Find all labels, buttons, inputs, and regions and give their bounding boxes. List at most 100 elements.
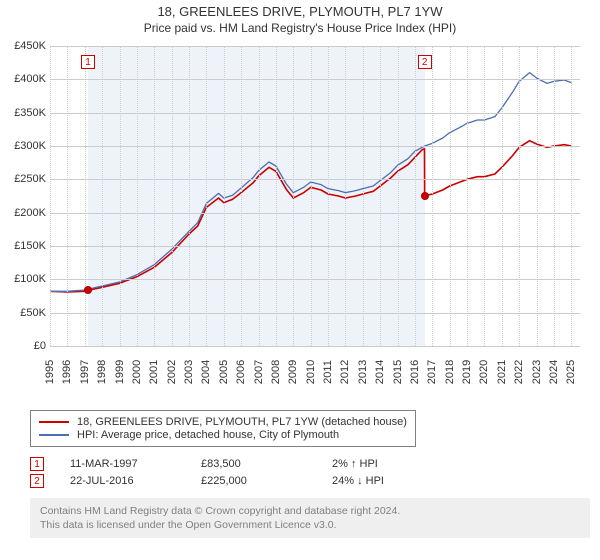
x-axis-label: 2010: [305, 360, 317, 384]
x-axis-label: 2000: [131, 360, 143, 384]
gridline-vertical: [345, 46, 346, 346]
x-axis-label: 1997: [79, 360, 91, 384]
x-axis-label: 2025: [565, 360, 577, 384]
gridline-vertical: [137, 46, 138, 346]
chart-lines: [50, 46, 580, 346]
transaction-price: £225,000: [201, 475, 306, 487]
gridline-horizontal: [50, 246, 580, 247]
gridline-vertical: [311, 46, 312, 346]
x-axis-label: 1998: [96, 360, 108, 384]
price-chart: 12 £0£50K£100K£150K£200K£250K£300K£350K£…: [0, 40, 600, 400]
gridline-vertical: [154, 46, 155, 346]
gridline-vertical: [398, 46, 399, 346]
gridline-horizontal: [50, 79, 580, 80]
transaction-hpi-delta: 24% ↓ HPI: [332, 475, 437, 487]
legend-label: HPI: Average price, detached house, City…: [77, 429, 339, 441]
x-axis-label: 2002: [166, 360, 178, 384]
page-title: 18, GREENLEES DRIVE, PLYMOUTH, PL7 1YW: [0, 4, 600, 19]
page-subtitle: Price paid vs. HM Land Registry's House …: [0, 21, 600, 35]
x-axis-label: 2023: [531, 360, 543, 384]
transaction-row: 1 11-MAR-1997 £83,500 2% ↑ HPI: [30, 457, 590, 471]
chart-footer: 18, GREENLEES DRIVE, PLYMOUTH, PL7 1YW (…: [30, 410, 590, 538]
x-axis-label: 2004: [200, 360, 212, 384]
gridline-horizontal: [50, 279, 580, 280]
y-axis-label: £0: [0, 340, 46, 352]
x-axis-label: 2014: [374, 360, 386, 384]
gridline-vertical: [363, 46, 364, 346]
gridline-vertical: [85, 46, 86, 346]
gridline-vertical: [519, 46, 520, 346]
y-axis-label: £250K: [0, 173, 46, 185]
gridline-vertical: [571, 46, 572, 346]
gridline-vertical: [120, 46, 121, 346]
gridline-vertical: [224, 46, 225, 346]
y-axis-label: £100K: [0, 273, 46, 285]
y-axis-label: £400K: [0, 73, 46, 85]
x-axis-label: 2011: [322, 360, 334, 384]
x-axis-label: 2015: [392, 360, 404, 384]
transaction-label-box: 2: [418, 55, 432, 69]
transaction-row: 2 22-JUL-2016 £225,000 24% ↓ HPI: [30, 474, 590, 488]
gridline-vertical: [241, 46, 242, 346]
gridline-horizontal: [50, 46, 580, 47]
gridline-vertical: [259, 46, 260, 346]
gridline-vertical: [502, 46, 503, 346]
gridline-vertical: [50, 46, 51, 346]
x-axis-label: 1995: [44, 360, 56, 384]
transaction-date: 11-MAR-1997: [70, 458, 175, 470]
legend: 18, GREENLEES DRIVE, PLYMOUTH, PL7 1YW (…: [30, 410, 416, 447]
x-axis-label: 2017: [426, 360, 438, 384]
x-axis-label: 2009: [287, 360, 299, 384]
gridline-vertical: [432, 46, 433, 346]
gridline-vertical: [380, 46, 381, 346]
transaction-date: 22-JUL-2016: [70, 475, 175, 487]
legend-swatch: [39, 434, 69, 436]
gridline-vertical: [206, 46, 207, 346]
gridline-vertical: [67, 46, 68, 346]
x-axis-label: 2003: [183, 360, 195, 384]
gridline-vertical: [467, 46, 468, 346]
gridline-vertical: [415, 46, 416, 346]
y-axis-label: £300K: [0, 140, 46, 152]
attribution-line1: Contains HM Land Registry data © Crown c…: [40, 504, 580, 518]
transactions-table: 1 11-MAR-1997 £83,500 2% ↑ HPI 2 22-JUL-2016 £…: [30, 457, 590, 488]
legend-item: 18, GREENLEES DRIVE, PLYMOUTH, PL7 1YW (…: [39, 416, 407, 428]
gridline-horizontal: [50, 179, 580, 180]
gridline-vertical: [554, 46, 555, 346]
gridline-vertical: [293, 46, 294, 346]
x-axis-label: 2024: [548, 360, 560, 384]
gridline-vertical: [537, 46, 538, 346]
gridline-vertical: [189, 46, 190, 346]
y-axis-label: £200K: [0, 207, 46, 219]
x-axis-label: 2007: [253, 360, 265, 384]
legend-item: HPI: Average price, detached house, City…: [39, 429, 407, 441]
attribution-line2: This data is licensed under the Open Gov…: [40, 518, 580, 532]
transaction-index-box: 2: [30, 474, 44, 488]
x-axis-label: 1999: [114, 360, 126, 384]
gridline-vertical: [276, 46, 277, 346]
transaction-label-box: 1: [81, 55, 95, 69]
x-axis-label: 2018: [444, 360, 456, 384]
gridline-horizontal: [50, 313, 580, 314]
y-axis-label: £350K: [0, 107, 46, 119]
legend-label: 18, GREENLEES DRIVE, PLYMOUTH, PL7 1YW (…: [77, 416, 407, 428]
transaction-dot: [84, 286, 92, 294]
plot-area: 12: [50, 46, 580, 346]
y-axis-label: £150K: [0, 240, 46, 252]
y-axis-label: £50K: [0, 307, 46, 319]
transaction-index-box: 1: [30, 457, 44, 471]
gridline-horizontal: [50, 346, 580, 347]
x-axis-label: 2016: [409, 360, 421, 384]
gridline-vertical: [450, 46, 451, 346]
x-axis-label: 2006: [235, 360, 247, 384]
x-axis-label: 2022: [513, 360, 525, 384]
x-axis-label: 2012: [339, 360, 351, 384]
transaction-price: £83,500: [201, 458, 306, 470]
transaction-hpi-delta: 2% ↑ HPI: [332, 458, 437, 470]
x-axis-label: 2019: [461, 360, 473, 384]
gridline-vertical: [102, 46, 103, 346]
attribution-text: Contains HM Land Registry data © Crown c…: [30, 498, 590, 538]
x-axis-label: 1996: [61, 360, 73, 384]
transaction-dot: [421, 192, 429, 200]
gridline-vertical: [484, 46, 485, 346]
